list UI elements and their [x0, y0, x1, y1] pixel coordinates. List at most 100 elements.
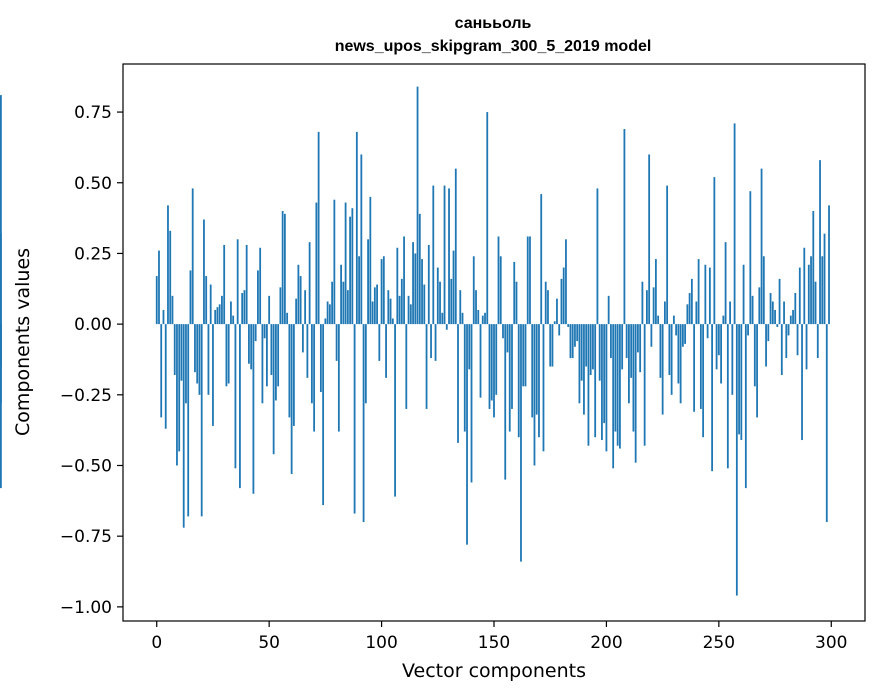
- bar-281: [787, 324, 790, 336]
- bar-211: [630, 324, 633, 378]
- bar-130: [448, 188, 450, 325]
- bars-group: [0, 86, 830, 596]
- bar-142: [475, 290, 477, 325]
- bar-167: [531, 324, 534, 418]
- bar-68: [308, 242, 311, 325]
- bar-248: [713, 177, 716, 325]
- bar-298: [825, 324, 828, 523]
- bar-163: [522, 324, 525, 387]
- bar-219: [648, 154, 651, 325]
- bar-98: [376, 284, 378, 325]
- bar-199: [603, 324, 606, 424]
- bar-215: [639, 324, 642, 373]
- bar-117: [418, 213, 421, 325]
- bar-280: [785, 324, 788, 359]
- bar-242: [699, 324, 702, 409]
- bar-71: [315, 202, 318, 325]
- bar-111: [405, 324, 408, 409]
- bar-273: [769, 293, 772, 325]
- bar-170: [538, 324, 540, 438]
- bar-91: [360, 154, 363, 325]
- bar-89: [355, 131, 358, 325]
- bar-276: [776, 324, 779, 327]
- bar-151: [495, 324, 498, 395]
- bar-268: [758, 287, 761, 325]
- bar-73: [319, 324, 322, 392]
- y-tick-label: 0.00: [74, 315, 112, 335]
- bar-45: [257, 270, 259, 325]
- bar-229: [670, 324, 673, 395]
- bar-79: [333, 199, 336, 325]
- bar-243: [702, 324, 705, 438]
- bar-287: [801, 324, 803, 441]
- bar-24: [209, 284, 212, 325]
- bar-12: [182, 324, 185, 528]
- bar-196: [596, 188, 599, 325]
- bar-209: [625, 324, 628, 359]
- bar-149: [490, 324, 493, 401]
- bar-198: [601, 324, 603, 441]
- bar-106: [394, 324, 396, 497]
- bar-47: [261, 324, 264, 404]
- bar-202: [610, 324, 612, 359]
- bar-28: [218, 304, 221, 325]
- bar-86: [349, 216, 351, 325]
- bar-271: [765, 324, 767, 367]
- bar-13: [185, 324, 187, 404]
- bar-253: [724, 242, 727, 325]
- y-tick-label: −0.75: [60, 527, 112, 547]
- bar-203: [612, 324, 615, 469]
- bar-263: [747, 324, 749, 336]
- bar-153: [499, 256, 502, 325]
- bar-193: [589, 324, 592, 376]
- bar-72: [317, 131, 320, 325]
- bar-189: [580, 324, 583, 381]
- y-axis-ticks: −1.00 −0.75 −0.50 −0.25 0.00 0.25 0.50 0.75: [60, 103, 123, 618]
- bar-85: [346, 290, 349, 325]
- bar-274: [771, 301, 774, 325]
- bar-212: [632, 324, 635, 432]
- bar-166: [529, 236, 531, 325]
- bar-145: [481, 315, 484, 325]
- bar-266: [753, 324, 756, 387]
- bar-52: [272, 324, 275, 455]
- bar-256: [731, 324, 734, 395]
- bar-31: [225, 324, 228, 387]
- bar-21: [203, 219, 205, 325]
- bar-1: [158, 250, 160, 325]
- bar-258: [735, 324, 738, 596]
- y-axis-label: Components values: [12, 248, 34, 436]
- bar-234: [681, 324, 684, 347]
- bar-105: [391, 318, 394, 325]
- y-tick-label: 0.75: [74, 103, 112, 123]
- bar-65: [301, 324, 304, 353]
- bar-267: [756, 324, 758, 418]
- bar-264: [749, 191, 752, 325]
- bar-20: [200, 324, 203, 517]
- bar-140: [470, 324, 473, 483]
- bar-48: [263, 324, 266, 339]
- x-axis-label: Vector components: [402, 660, 586, 682]
- bar-180: [560, 278, 563, 325]
- bar-127: [441, 312, 444, 325]
- bar-237: [688, 293, 691, 325]
- bar-222: [654, 259, 657, 325]
- bar-188: [578, 324, 581, 404]
- bar-95: [369, 196, 372, 325]
- chart-subtitle: news_upos_skipgram_300_5_2019 model: [335, 38, 652, 55]
- bar-51: [270, 324, 273, 376]
- bar-195: [594, 324, 597, 438]
- bar-148: [488, 324, 491, 409]
- bar-295: [819, 160, 821, 325]
- bar-146: [484, 312, 486, 325]
- bar-39: [243, 290, 246, 325]
- bar-43: [252, 324, 255, 494]
- bar-55: [279, 287, 282, 325]
- bar-138: [466, 324, 468, 545]
- bar-277: [778, 278, 781, 325]
- bar-220: [650, 324, 653, 347]
- bar-160: [515, 281, 518, 325]
- bar-286: [798, 267, 801, 325]
- bar-114: [412, 242, 414, 325]
- bar-179: [558, 324, 561, 336]
